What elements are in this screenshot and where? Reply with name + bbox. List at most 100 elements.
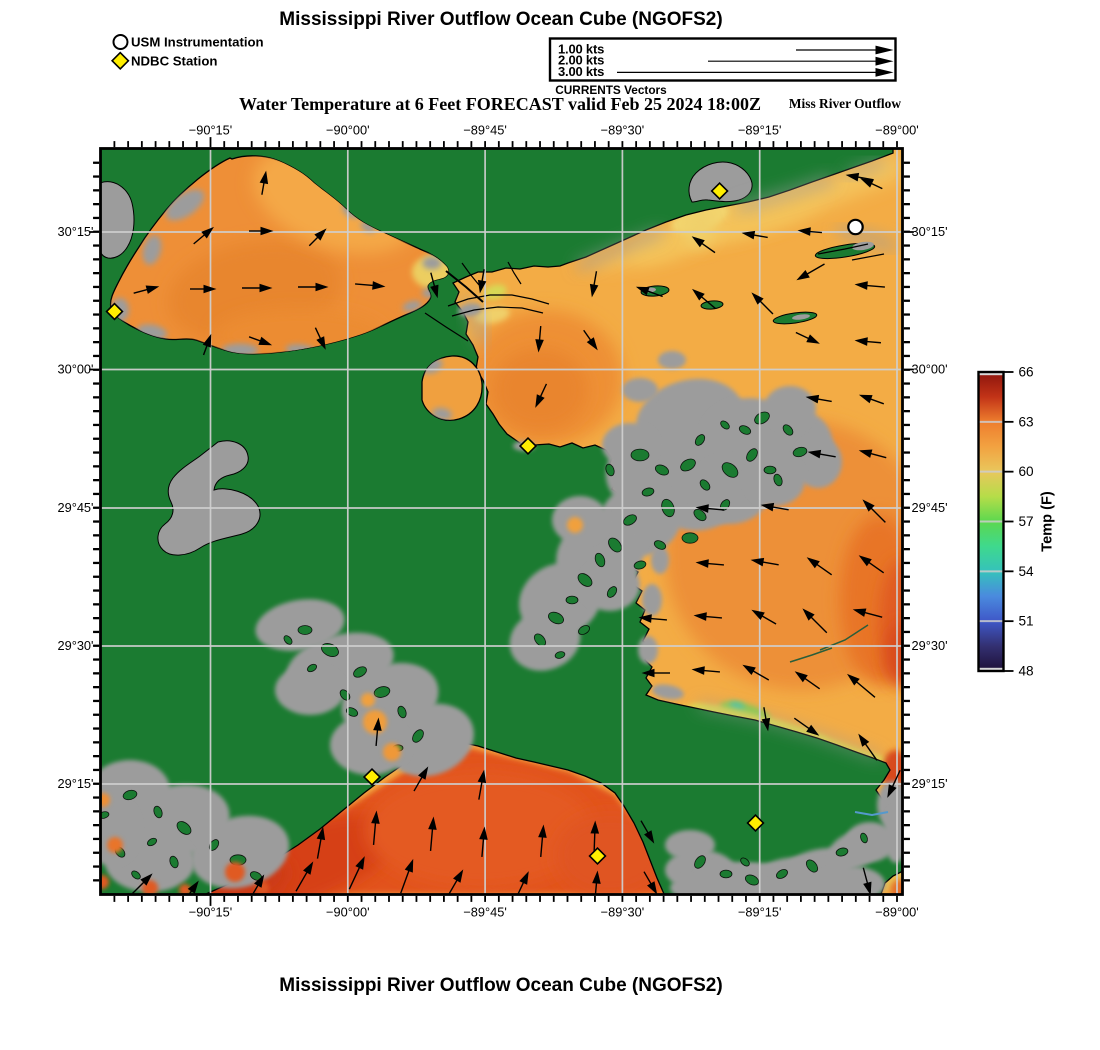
current-vector-tail xyxy=(443,879,458,895)
current-vector-tail xyxy=(763,707,767,720)
latitude-label-right: 29°30' xyxy=(912,638,948,653)
latitude-label-left: 30°00' xyxy=(57,362,93,377)
current-vector-tail xyxy=(864,611,883,618)
current-vector-tail xyxy=(430,272,436,287)
current-vector xyxy=(695,504,724,513)
current-vector xyxy=(316,826,326,859)
colorbar-tick-label: 57 xyxy=(1019,514,1034,529)
current-vector-tail xyxy=(133,288,148,294)
map-canvas[interactable] xyxy=(80,123,935,937)
current-vector-tail xyxy=(308,236,319,247)
ndbc-station-marker[interactable] xyxy=(518,436,538,456)
current-vector-head-icon xyxy=(372,281,386,290)
marsh-green-patch xyxy=(681,532,699,544)
current-vector-head-icon xyxy=(428,816,437,830)
current-vector-head-icon xyxy=(691,236,705,248)
river-channel xyxy=(789,647,833,663)
current-vector-tail xyxy=(761,615,777,625)
longitude-label-top: −89°30' xyxy=(601,123,645,138)
current-vector-tail xyxy=(752,670,770,681)
ndbc-station-marker[interactable] xyxy=(710,181,729,201)
current-vector xyxy=(477,269,487,294)
current-vector xyxy=(854,337,881,346)
longitude-label-bottom: −89°00' xyxy=(875,905,919,920)
current-vector xyxy=(852,608,883,618)
marsh-water-spot xyxy=(567,517,583,533)
marsh-green-patch xyxy=(146,837,158,847)
ndbc-station-marker[interactable] xyxy=(362,767,382,787)
marsh-green-patch xyxy=(805,859,819,873)
current-vector-head-icon xyxy=(535,394,545,408)
current-vector-tail xyxy=(295,871,308,892)
current-vector-tail xyxy=(481,838,485,857)
current-vector xyxy=(133,285,160,294)
current-vector-head-icon xyxy=(373,717,382,731)
current-vector-tail xyxy=(804,677,821,690)
current-vector-tail xyxy=(862,867,869,884)
river-channel xyxy=(451,306,544,317)
current-vector-head-icon xyxy=(741,230,756,240)
marsh-water-spot xyxy=(107,837,123,853)
usm-instrumentation-marker[interactable] xyxy=(847,218,864,236)
current-vector-tail xyxy=(202,345,208,356)
water-temperature-patch xyxy=(890,879,903,895)
current-vector-head-icon xyxy=(314,228,327,241)
current-vector xyxy=(477,769,487,800)
current-vector xyxy=(535,383,548,408)
marsh-area xyxy=(638,636,658,664)
ndbc-station-marker[interactable] xyxy=(588,846,607,866)
current-vector xyxy=(751,609,777,625)
marsh-green-patch xyxy=(719,869,733,879)
legend-usm-label: USM Instrumentation xyxy=(131,35,264,50)
vector-scale-legend: 1.00 kts 2.00 kts 3.00 kts xyxy=(548,37,897,82)
marsh-water-spot xyxy=(100,875,109,889)
colorbar: 66 63 60 57 54 51 48 xyxy=(977,365,1034,679)
marsh-green-patch xyxy=(782,424,794,436)
current-vector-head-icon xyxy=(538,824,547,838)
current-vector-head-icon xyxy=(430,284,439,299)
vector-scale-arrowhead-icon xyxy=(875,56,894,66)
coast-marsh-fringe xyxy=(576,229,664,270)
marsh-green-patch xyxy=(594,552,606,568)
current-vector-head-icon xyxy=(316,826,326,841)
marsh-green-patch xyxy=(606,586,618,598)
latitude-label-right: 30°00' xyxy=(912,362,948,377)
current-vector-head-icon xyxy=(589,283,599,298)
current-vector xyxy=(193,226,214,245)
current-vector-head-icon xyxy=(854,337,868,346)
current-vector-tail xyxy=(593,271,598,286)
current-vector-head-icon xyxy=(691,666,705,675)
ndbc-station-marker[interactable] xyxy=(105,302,124,321)
current-vector-tail xyxy=(701,242,716,254)
ndbc-station-marker[interactable] xyxy=(746,813,765,833)
marsh-area xyxy=(642,584,662,616)
marsh-area xyxy=(815,866,885,895)
current-vector xyxy=(845,172,874,182)
longitude-label-top: −89°00' xyxy=(875,123,919,138)
current-vector-tail xyxy=(707,507,724,511)
longitude-label-top: −90°00' xyxy=(326,123,370,138)
vector-scale-box xyxy=(548,37,897,82)
current-vector-head-icon xyxy=(586,337,598,351)
legend-ndbc-label: NDBC Station xyxy=(131,54,217,69)
colorbar-axis-label: Temp (F) xyxy=(1040,491,1056,552)
current-vector-head-icon xyxy=(761,717,771,732)
current-vector-tail xyxy=(593,832,596,854)
marsh-green-patch xyxy=(776,869,788,879)
region-label: Miss River Outflow xyxy=(789,96,901,111)
current-vector-head-icon xyxy=(863,881,872,895)
current-vector-head-icon xyxy=(845,172,860,182)
marsh-green-patch xyxy=(605,463,615,477)
current-vector xyxy=(202,333,212,356)
longitude-label-bottom: −90°00' xyxy=(326,905,370,920)
marsh-green-patch xyxy=(397,705,407,719)
marsh-green-patch xyxy=(746,448,758,462)
urban-marsh xyxy=(157,440,261,556)
current-vector xyxy=(761,707,771,732)
current-vector-tail xyxy=(870,398,885,405)
marsh-area xyxy=(190,815,290,889)
current-vector xyxy=(638,614,667,623)
current-vector xyxy=(479,826,488,857)
